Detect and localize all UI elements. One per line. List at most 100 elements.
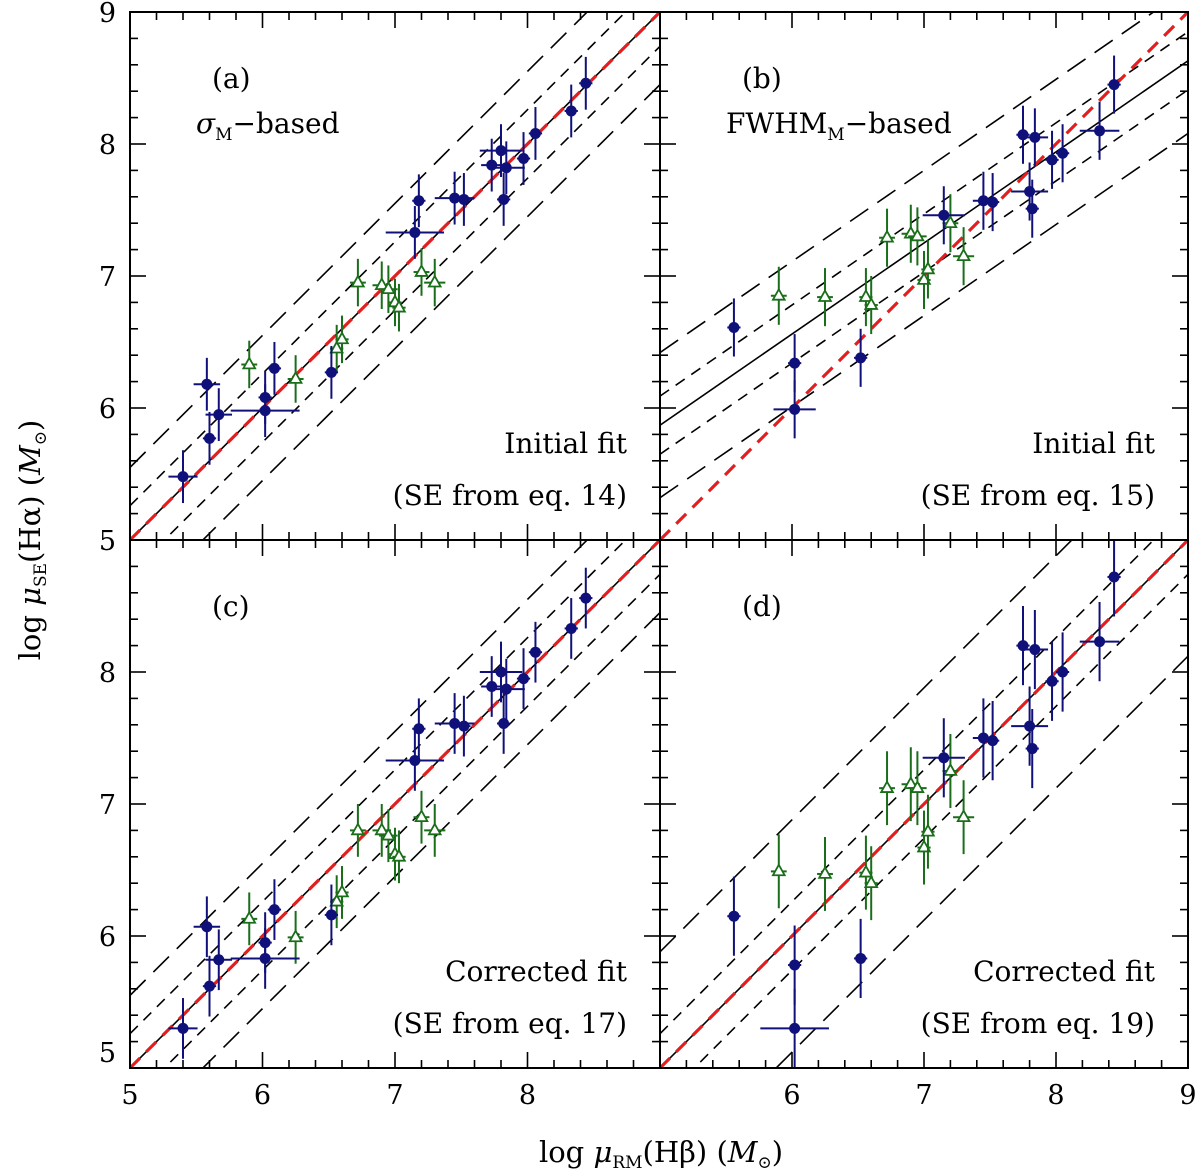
- open-point-marker: [241, 910, 257, 924]
- panel-note-line1: Initial fit: [504, 427, 627, 460]
- filled-point: [564, 84, 578, 138]
- filled-point: [193, 357, 221, 411]
- filled-point-marker: [565, 105, 577, 117]
- filled-point-marker: [728, 910, 740, 922]
- filled-point: [986, 701, 1000, 781]
- filled-point: [986, 173, 1000, 232]
- x-tick-labels: 5 6 7 8 6 7 8 9: [121, 1080, 1196, 1111]
- y-tick-label: 6: [99, 922, 116, 953]
- panel-c: (c) Corrected fit (SE from eq. 17): [129, 539, 661, 1069]
- filled-point: [1107, 540, 1121, 617]
- panel-ticks: [130, 540, 660, 1068]
- filled-point-marker: [449, 192, 461, 204]
- filled-point-marker: [1029, 131, 1041, 143]
- filled-point: [267, 342, 282, 395]
- y-tick-label: 8: [99, 130, 116, 161]
- open-point: [413, 790, 430, 844]
- panel-description-main: FWHM: [726, 107, 827, 140]
- filled-point: [168, 450, 198, 504]
- filled-point-marker: [486, 159, 498, 171]
- filled-point: [479, 641, 523, 703]
- axes-labels: 5 6 7 8 6 7 8 9 6 7 8 9 5 6 7 8 5 log μRM(Hβ) (M⊙) log …: [13, 0, 1197, 1173]
- open-point-marker: [916, 271, 932, 285]
- filled-point-marker: [458, 720, 470, 732]
- filled-point: [1056, 632, 1070, 712]
- x-axis-title: log μRM(Hβ) (M⊙): [539, 1135, 783, 1173]
- plot-area-c: [130, 540, 660, 1068]
- filled-point-marker: [259, 391, 271, 403]
- filled-point: [1021, 609, 1049, 690]
- filled-point-marker: [259, 937, 271, 949]
- filled-point-marker: [1057, 147, 1069, 159]
- filled-point: [497, 693, 511, 754]
- filled-point: [385, 206, 445, 259]
- filled-point-marker: [500, 683, 512, 695]
- filled-point: [1025, 708, 1039, 789]
- open-point-marker: [817, 288, 833, 302]
- filled-point-marker: [1108, 79, 1120, 91]
- filled-point: [579, 567, 593, 629]
- y-axis-title: log μSE(Hα) (M⊙): [13, 420, 51, 661]
- filled-point: [564, 598, 578, 659]
- filled-point: [579, 56, 593, 110]
- filled-point: [487, 658, 525, 720]
- filled-point: [1107, 55, 1121, 114]
- filled-point-marker: [1046, 154, 1058, 166]
- filled-point: [324, 345, 339, 399]
- open-point-marker: [943, 762, 958, 776]
- panel-description-rest: −based: [845, 107, 952, 140]
- filled-point-marker: [1026, 203, 1038, 215]
- open-point: [858, 835, 874, 910]
- filled-point-marker: [1024, 720, 1036, 732]
- filled-point: [205, 388, 233, 441]
- filled-point-marker: [938, 752, 950, 764]
- open-point-marker: [879, 779, 895, 793]
- open-point: [379, 265, 398, 313]
- open-point: [863, 846, 879, 921]
- y-tick-label: 7: [99, 790, 116, 821]
- open-point-marker: [771, 862, 787, 877]
- filled-point: [1045, 641, 1059, 721]
- open-point: [770, 266, 787, 325]
- open-point: [287, 910, 304, 964]
- filled-point-marker: [1026, 743, 1038, 755]
- open-point: [908, 207, 927, 266]
- y-tick-label: 6: [99, 394, 116, 425]
- inner-scatter-line-lower: [163, 573, 660, 1068]
- open-point: [334, 315, 350, 364]
- y-tick-labels: 6 7 8 9 5 6 7 8 5: [99, 0, 116, 1069]
- filled-point-marker: [855, 952, 867, 964]
- filled-point-marker: [580, 77, 592, 89]
- open-point-marker: [920, 261, 936, 275]
- open-point-marker: [771, 287, 787, 301]
- open-point-marker: [414, 808, 429, 822]
- filled-point-marker: [855, 352, 867, 364]
- filled-point-marker: [518, 153, 530, 165]
- filled-point: [168, 998, 198, 1059]
- open-point: [916, 810, 932, 885]
- open-point-marker: [241, 356, 257, 370]
- panel-ticks: [660, 540, 1188, 1068]
- panel-label: (b): [742, 62, 782, 95]
- filled-point-marker: [1094, 125, 1106, 137]
- filled-point: [1011, 686, 1049, 766]
- x-tick-label: 5: [121, 1080, 138, 1111]
- panel-note-line1: Corrected fit: [445, 955, 628, 988]
- open-point-marker: [288, 928, 304, 943]
- filled-point: [412, 698, 426, 760]
- open-point-marker: [374, 822, 390, 836]
- filled-point: [854, 918, 868, 999]
- plot-area-d: [660, 540, 1188, 1068]
- filled-point-marker: [204, 432, 215, 444]
- panel-label: (c): [212, 590, 250, 623]
- open-point-marker: [391, 848, 407, 862]
- filled-point-marker: [518, 673, 530, 685]
- filled-point: [267, 879, 282, 940]
- open-point-marker: [956, 808, 971, 822]
- panel-ticks: [660, 12, 1188, 540]
- filled-point: [412, 174, 426, 228]
- open-point-marker: [817, 865, 833, 879]
- open-point: [953, 227, 975, 286]
